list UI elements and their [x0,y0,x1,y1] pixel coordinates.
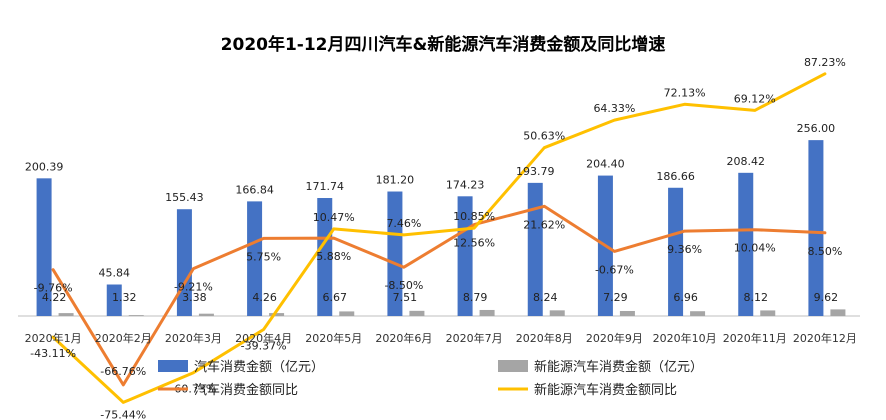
car-yoy-label: 5.88% [316,250,351,263]
nev-yoy-label: 10.85% [453,210,495,223]
data-labels: 200.39 45.84 155.43 166.84 171.74 181.20 174.2… [25,56,846,420]
car-amount-bar [36,178,52,316]
nev-amount-label: 1.32 [112,291,137,304]
lines [51,72,827,404]
car-amount-bar [387,191,403,316]
legend-label: 新能源汽车消费金额同比 [534,382,677,398]
nev-amount-bar [690,311,706,316]
x-tick-label: 2020年4月 [235,331,292,345]
car-amount-label: 204.40 [586,158,625,171]
nev-amount-label: 8.24 [533,291,558,304]
car-amount-label: 186.66 [656,170,695,183]
nev-yoy-label: -60.73% [170,383,216,396]
nev-yoy-label: -75.44% [100,408,146,420]
legend-label: 汽车消费金额同比 [194,382,298,398]
nev-yoy-label: -43.11% [30,347,76,360]
car-yoy-label: -0.67% [595,263,634,276]
nev-amount-label: 8.79 [463,291,488,304]
nev-yoy-label: -39.37% [241,340,287,353]
car-amount-label: 181.20 [376,174,415,187]
car-yoy-label: 10.04% [734,242,776,255]
car-amount-label: 155.43 [165,191,204,204]
x-tick-label: 2020年9月 [586,331,643,345]
x-tick-label: 2020年5月 [305,331,362,345]
nev-yoy-label: 10.47% [313,211,355,224]
nev-amount-label: 4.26 [252,291,277,304]
legend-swatch [158,360,188,372]
nev-amount-bar [198,313,214,316]
car-yoy-label: -66.76% [100,365,146,378]
x-tick-label: 2020年2月 [95,331,152,345]
car-amount-bar [738,172,754,316]
legend-label: 汽车消费金额（亿元） [194,359,324,375]
nev-amount-label: 6.67 [323,291,348,304]
nev-yoy-line [51,72,827,404]
car-amount-bar [247,201,263,316]
nev-amount-label: 4.22 [42,291,67,304]
bars [36,140,846,316]
legend-label: 新能源汽车消费金额（亿元） [534,359,703,375]
chart-title: 2020年1-12月四川汽车&新能源汽车消费金额及同比增速 [221,34,666,55]
nev-amount-bar [830,309,846,316]
nev-amount-label: 7.29 [603,291,628,304]
car-amount-label: 200.39 [25,160,64,173]
car-yoy-label: 8.50% [807,245,842,258]
car-yoy-label: 5.75% [246,250,281,263]
x-tick-labels: 2020年1月 2020年2月 2020年3月 2020年4月 2020年5月 2020年… [25,331,857,345]
x-tick-label: 2020年6月 [375,331,432,345]
car-yoy-label: 21.62% [523,218,565,231]
nev-amount-label: 7.51 [393,291,418,304]
nev-amount-label: 9.62 [814,291,839,304]
nev-yoy-label: 87.23% [804,56,846,69]
car-amount-bar [808,140,824,316]
nev-amount-bar [269,313,285,316]
car-amount-bar [317,198,333,316]
car-yoy-line [51,204,827,387]
nev-amount-bar [619,310,635,316]
car-amount-bar [527,182,543,316]
x-tick-label: 2020年11月 [723,331,787,345]
nev-amount-label: 3.38 [182,291,207,304]
x-tick-label: 2020年12月 [793,331,857,345]
car-amount-label: 45.84 [99,267,131,280]
x-tick-label: 2020年1月 [25,331,82,345]
car-amount-label: 166.84 [235,183,274,196]
car-yoy-label: -9.21% [174,281,213,294]
nev-yoy-label: 69.12% [734,92,776,105]
nev-yoy-label: 72.13% [664,86,706,99]
nev-amount-bar [549,310,565,316]
x-tick-label: 2020年3月 [165,331,222,345]
nev-amount-bar [760,310,776,316]
nev-yoy-label: 7.46% [386,217,421,230]
car-amount-bar [668,187,684,316]
x-tick-label: 2020年8月 [516,331,573,345]
legend: 汽车消费金额（亿元） 新能源汽车消费金额（亿元） 汽车消费金额同比 新能源汽车消费金额… [158,359,703,398]
nev-amount-bar [58,313,74,316]
nev-amount-bar [339,311,355,316]
nev-amount-bar [479,309,495,316]
legend-swatch [498,360,528,372]
nev-amount-label: 6.96 [673,291,698,304]
car-yoy-label: 12.56% [453,237,495,250]
nev-amount-label: 8.12 [744,291,769,304]
nev-yoy-label: 50.63% [523,130,565,143]
car-amount-bar [106,284,122,316]
car-amount-label: 193.79 [516,165,555,178]
nev-amount-bar [128,315,144,316]
x-tick-label: 2020年10月 [653,331,717,345]
car-yoy-label: -8.50% [384,279,423,292]
car-amount-label: 208.42 [727,155,766,168]
car-yoy-label: 9.36% [667,243,702,256]
x-tick-label: 2020年7月 [446,331,503,345]
car-amount-label: 171.74 [306,180,345,193]
nev-amount-bar [409,310,425,316]
nev-yoy-label: 64.33% [593,102,635,115]
car-amount-label: 256.00 [797,122,836,135]
car-yoy-label: -9.76% [34,282,73,295]
car-amount-label: 174.23 [446,178,485,191]
